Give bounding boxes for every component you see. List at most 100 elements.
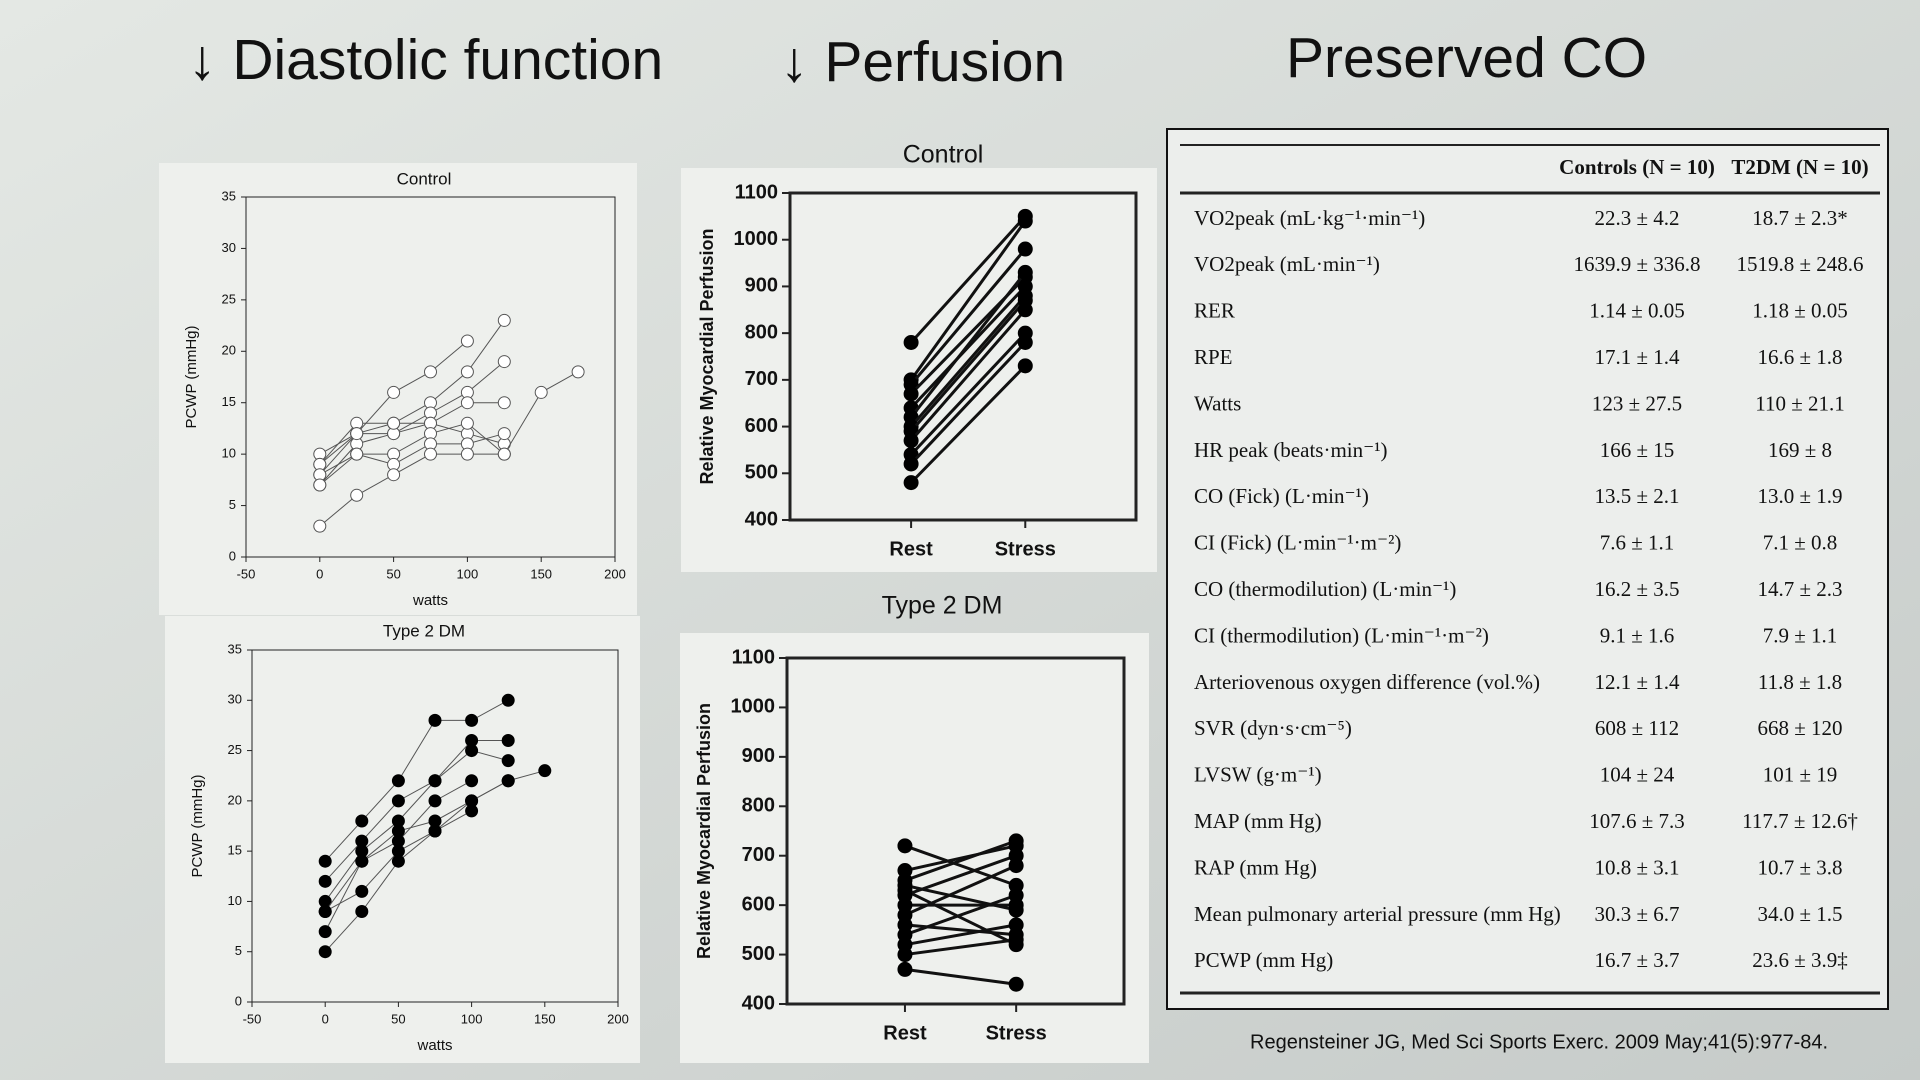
plot-frame [251, 649, 619, 1003]
table-cell: 14.7 ± 2.3 [1757, 577, 1842, 601]
x-tick-label: Rest [883, 1022, 927, 1044]
x-tick-label: 100 [457, 566, 479, 581]
series-line [910, 332, 1027, 456]
x-tick-label: 100 [461, 1011, 483, 1026]
y-tick-label: 900 [745, 275, 778, 297]
y-tick-label: 20 [222, 343, 236, 358]
y-tick-label: 25 [228, 742, 242, 757]
data-point [428, 774, 442, 788]
data-point [903, 386, 919, 402]
table-cell: Watts [1194, 391, 1241, 415]
data-point [497, 427, 511, 441]
table-cell: 107.6 ± 7.3 [1589, 809, 1685, 833]
series-line [904, 839, 1017, 882]
data-point [1008, 858, 1024, 874]
y-tick-label: 0 [229, 548, 236, 563]
table-frame [1166, 128, 1889, 1010]
y-tick-label: 5 [235, 943, 242, 958]
table-cell: Arteriovenous oxygen difference (vol.%) [1194, 670, 1540, 694]
data-point [1017, 334, 1033, 350]
data-point [897, 838, 913, 854]
data-point [1017, 264, 1033, 280]
table-cell: 11.8 ± 1.8 [1758, 670, 1842, 694]
y-tick-label: 10 [222, 446, 236, 461]
table-cell: VO2peak (mL·min⁻¹) [1194, 252, 1380, 276]
series-line [909, 308, 1027, 442]
table-cell: 1519.8 ± 248.6 [1736, 252, 1863, 276]
y-tick-label: 0 [235, 993, 242, 1008]
table-cell: 1.18 ± 0.05 [1752, 299, 1848, 323]
table-cell: VO2peak (mL·kg⁻¹·min⁻¹) [1194, 206, 1425, 230]
citation: Regensteiner JG, Med Sci Sports Exerc. 2… [1250, 1031, 1828, 1053]
data-point [497, 355, 511, 369]
y-axis-label: Relative Myocardial Perfusion [694, 703, 714, 959]
y-tick-label: 10 [228, 893, 242, 908]
series-line [319, 320, 505, 465]
data-point [497, 447, 511, 461]
y-tick-label: 5 [229, 497, 236, 512]
table-cell: 1639.9 ± 336.8 [1573, 252, 1700, 276]
x-tick-label: 0 [316, 566, 323, 581]
plot-frame [785, 656, 1126, 1006]
table-cell: Mean pulmonary arterial pressure (mm Hg) [1194, 902, 1561, 926]
table-cell: 7.9 ± 1.1 [1763, 623, 1838, 647]
data-point [1017, 302, 1033, 318]
x-tick-label: 200 [607, 1011, 629, 1026]
data-point [391, 774, 405, 788]
y-tick-label: 1100 [735, 181, 778, 203]
data-point [318, 945, 332, 959]
table-cell: RAP (mm Hg) [1194, 855, 1317, 879]
y-tick-label: 35 [222, 188, 236, 203]
data-point [460, 334, 474, 348]
data-point [355, 904, 369, 918]
table-cell: 169 ± 8 [1768, 438, 1832, 462]
y-tick-label: 1100 [732, 646, 775, 668]
table-cell: CI (thermodilution) (L·min⁻¹·m⁻²) [1194, 623, 1489, 647]
table-cell: 608 ± 112 [1595, 716, 1679, 740]
x-tick-label: 50 [391, 1011, 405, 1026]
table-cell: 166 ± 15 [1600, 438, 1675, 462]
data-point [350, 488, 364, 502]
data-point [1017, 241, 1033, 257]
table-cell: 110 ± 21.1 [1755, 391, 1845, 415]
data-point [465, 794, 479, 808]
table-header: T2DM (N = 10) [1731, 155, 1868, 179]
y-tick-label: 700 [742, 844, 775, 866]
table-cell: 7.1 ± 0.8 [1763, 531, 1838, 555]
table-cell: 16.6 ± 1.8 [1757, 345, 1842, 369]
data-point [350, 447, 364, 461]
data-point [460, 447, 474, 461]
x-axis-label: watts [412, 592, 448, 609]
y-tick-label: 400 [745, 508, 778, 530]
table-cell: RER [1194, 299, 1235, 323]
data-point [571, 365, 585, 379]
table-cell: 23.6 ± 3.9‡ [1752, 948, 1848, 972]
data-point [355, 814, 369, 828]
heading: ↓ Perfusion [780, 30, 1065, 94]
table-cell: CI (Fick) (L·min⁻¹·m⁻²) [1194, 531, 1401, 555]
data-point [387, 385, 401, 399]
data-point [465, 774, 479, 788]
series-line [904, 923, 1017, 937]
x-tick-label: 150 [534, 1011, 556, 1026]
x-tick-label: 50 [386, 566, 400, 581]
data-point [318, 904, 332, 918]
table-cell: CO (thermodilution) (L·min⁻¹) [1194, 577, 1456, 601]
x-tick-label: Stress [986, 1022, 1047, 1044]
table-cell: 123 ± 27.5 [1592, 391, 1682, 415]
table-cell: 101 ± 19 [1763, 763, 1838, 787]
data-point [424, 365, 437, 379]
data-point [355, 854, 369, 868]
data-point [424, 447, 437, 461]
series-line [324, 699, 509, 862]
x-tick-label: -50 [243, 1011, 262, 1026]
x-tick-label: 200 [604, 566, 626, 581]
x-tick-label: Stress [995, 538, 1056, 560]
data-point [1008, 917, 1024, 933]
y-tick-label: 1000 [734, 228, 779, 250]
table-cell: 30.3 ± 6.7 [1594, 902, 1679, 926]
table-cell: 117.7 ± 12.6† [1742, 809, 1858, 833]
data-point [355, 884, 369, 898]
